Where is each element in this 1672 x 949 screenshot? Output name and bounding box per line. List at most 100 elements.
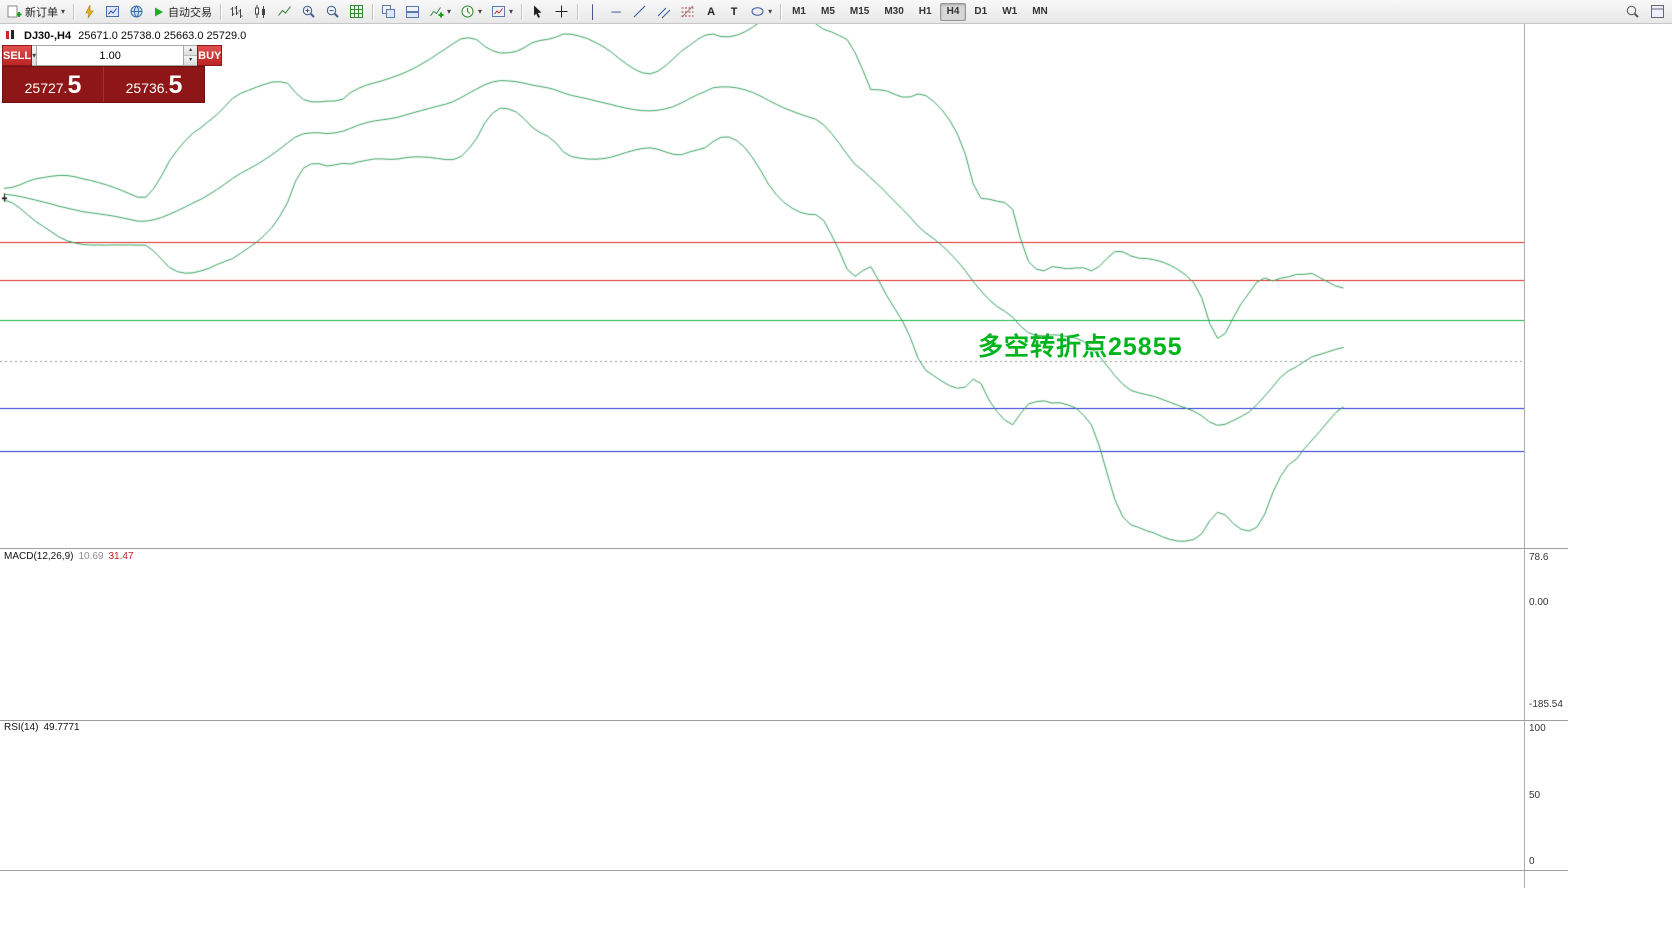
rsi-scale-bottom: 0	[1529, 856, 1535, 867]
chevron-down-icon: ▾	[32, 51, 37, 60]
cascade-windows-icon	[405, 4, 420, 19]
macd-scale-top: 78.6	[1529, 552, 1549, 563]
play-icon	[153, 6, 165, 18]
separator	[220, 3, 222, 20]
chevron-down-icon: ▾	[447, 7, 452, 16]
pane-splitter[interactable]	[0, 720, 1568, 721]
volume-input[interactable]	[37, 46, 184, 65]
search-icon	[1625, 4, 1640, 19]
line-chart-button[interactable]	[273, 2, 296, 22]
pane-splitter[interactable]	[0, 548, 1568, 549]
tile-windows-button[interactable]	[377, 2, 400, 22]
sell-button[interactable]: SELL	[2, 45, 33, 66]
axis-border	[1524, 24, 1525, 888]
rsi-scale-top: 100	[1529, 723, 1546, 734]
volume-down-button[interactable]: ▾	[184, 56, 198, 65]
text-tool-icon: A	[707, 5, 716, 18]
grid-button[interactable]	[345, 2, 368, 22]
timeframe-w1[interactable]: W1	[1002, 6, 1018, 17]
new-chart-button[interactable]	[78, 2, 100, 22]
separator	[372, 3, 374, 20]
separator	[577, 3, 579, 20]
profiles-button[interactable]	[101, 2, 124, 22]
time-axis[interactable]	[0, 871, 1524, 888]
indicators-icon	[429, 4, 444, 19]
price-axis[interactable]: 78.6 0.00 -185.54 100 50 0	[1524, 24, 1672, 871]
rsi-scale-mid: 50	[1529, 790, 1541, 801]
sell-price-pips: 5	[67, 71, 82, 99]
chevron-down-icon: ▾	[509, 7, 514, 16]
buy-price-main: 25736.	[125, 80, 169, 96]
zoom-in-button[interactable]	[297, 2, 320, 22]
macd-main-value: 10.69	[78, 551, 104, 562]
separator	[521, 3, 523, 20]
crosshair-icon	[554, 4, 569, 19]
periods-button[interactable]: ▾	[456, 2, 486, 22]
macd-scale-bottom: -185.54	[1529, 699, 1563, 710]
buy-price-display[interactable]: 25736. 5	[104, 67, 204, 102]
volume-up-button[interactable]: ▴	[184, 46, 198, 56]
chart-text-annotation[interactable]: 多空转折点25855	[978, 333, 1183, 361]
new-order-icon	[7, 4, 22, 19]
timeframe-m5[interactable]: M5	[820, 6, 835, 17]
chevron-down-icon: ▾	[768, 7, 773, 16]
autotrading-button[interactable]: 自动交易	[149, 2, 216, 22]
tile-windows-icon	[381, 4, 396, 19]
timeframe-h1[interactable]: H1	[918, 6, 932, 17]
template-icon	[491, 4, 506, 19]
text-tool-button[interactable]: A	[700, 2, 722, 22]
label-tool-icon: T	[730, 5, 738, 18]
timeframe-h4[interactable]: H4	[939, 2, 967, 21]
timeframe-m30[interactable]: M30	[884, 6, 904, 17]
shapes-button[interactable]: ▾	[746, 2, 776, 22]
horizontal-line-button[interactable]: ─	[605, 2, 627, 22]
ohlc-readout: 25671.0 25738.0 25663.0 25729.0	[78, 30, 247, 42]
macd-header: MACD(12,26,9) 10.69 31.47	[4, 551, 134, 562]
timeframe-m1[interactable]: M1	[792, 6, 806, 17]
macd-signal-value: 31.47	[108, 551, 134, 562]
chart-profile-icon	[105, 4, 120, 19]
autotrading-label: 自动交易	[168, 6, 213, 19]
timeframe-d1[interactable]: D1	[974, 6, 988, 17]
clock-icon	[460, 4, 475, 19]
rsi-label: RSI(14)	[4, 722, 39, 733]
globe-icon	[129, 4, 144, 19]
new-order-button[interactable]: 新订单 ▾	[3, 2, 69, 22]
symbol-title: DJ30-,H4	[24, 30, 72, 42]
divider	[103, 67, 104, 102]
channel-button[interactable]	[652, 2, 675, 22]
crosshair-button[interactable]	[550, 2, 573, 22]
candlestick-chart-button[interactable]	[249, 2, 272, 22]
one-click-trading-panel: SELL ▾ ▴ ▾ BUY 25727. 5 25736. 5	[2, 45, 223, 103]
data-window-button[interactable]	[125, 2, 148, 22]
templates-button[interactable]: ▾	[487, 2, 517, 22]
cascade-windows-button[interactable]	[401, 2, 424, 22]
top-toolbar: 新订单 ▾ 自动交易 ▾ ▾ ▾ │ ─ A T ▾ M1 M5 M15	[0, 0, 1672, 24]
workspace-button[interactable]	[1646, 2, 1669, 22]
zoom-out-button[interactable]	[321, 2, 344, 22]
pane-splitter[interactable]	[0, 870, 1568, 871]
sell-price-display[interactable]: 25727. 5	[3, 67, 103, 102]
timeframe-m15[interactable]: M15	[849, 6, 870, 17]
cursor-button[interactable]	[526, 2, 549, 22]
trendline-icon	[632, 4, 647, 19]
vertical-line-button[interactable]: │	[582, 2, 604, 22]
chevron-down-icon: ▾	[61, 7, 66, 16]
rsi-header: RSI(14) 49.7771	[4, 722, 80, 733]
search-button[interactable]	[1621, 2, 1644, 22]
trendline-button[interactable]	[628, 2, 651, 22]
fibonacci-button[interactable]	[676, 2, 699, 22]
workspace-icon	[1650, 4, 1665, 19]
price-chart-canvas[interactable]	[0, 24, 1524, 949]
indicators-button[interactable]: ▾	[425, 2, 455, 22]
buy-price-pips: 5	[168, 71, 183, 99]
horizontal-line-icon: ─	[611, 4, 621, 19]
separator	[73, 3, 75, 20]
label-tool-button[interactable]: T	[723, 2, 745, 22]
volume-dropdown-button[interactable]: ▾	[32, 45, 38, 66]
bar-chart-button[interactable]	[225, 2, 248, 22]
timeframe-mn[interactable]: MN	[1032, 6, 1048, 17]
shapes-icon	[750, 4, 765, 19]
rsi-value: 49.7771	[43, 722, 80, 733]
buy-button[interactable]: BUY	[197, 45, 223, 66]
